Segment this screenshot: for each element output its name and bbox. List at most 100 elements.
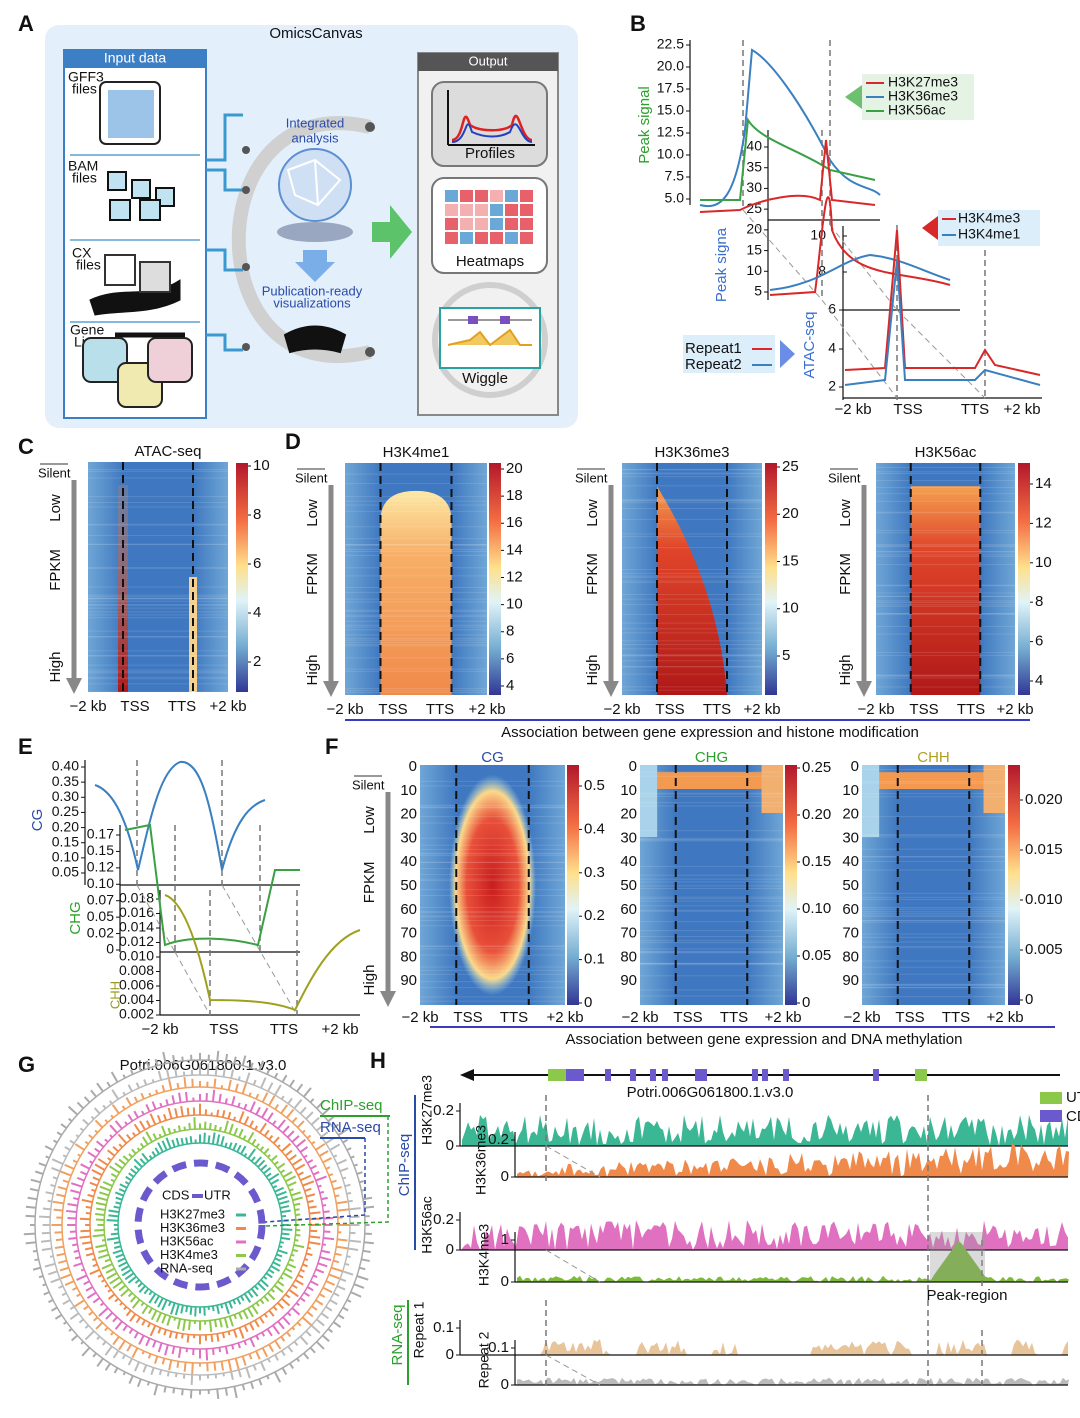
label: 0.018 [119,890,154,906]
label: 60 [842,901,859,918]
label: +2 kb [546,1009,583,1026]
label: CG [481,749,504,766]
texture [420,855,565,857]
label: 0.25 [52,803,79,819]
label: Gene [70,322,104,338]
texture [88,470,228,472]
dot [242,186,250,194]
label: 30 [400,829,417,846]
texture [876,584,1015,586]
texture [862,911,1005,913]
texture [345,691,487,693]
texture [640,896,783,898]
texture [876,466,1015,468]
cell [505,218,518,230]
texture [862,984,1005,986]
label: 0.020 [1025,791,1063,808]
texture [862,960,1005,962]
texture [622,500,762,502]
label: 0.40 [52,758,79,774]
cell [505,204,518,216]
texture [345,609,487,611]
texture [88,604,228,606]
signal [380,490,452,695]
texture [876,493,1015,495]
texture [640,898,783,900]
texture [420,895,565,897]
texture [88,567,228,569]
texture [876,686,1015,688]
texture [876,512,1015,514]
label: 0.010 [1025,891,1063,908]
texture [862,855,1005,857]
texture [88,524,228,526]
texture [640,865,783,867]
label: TSS [120,698,149,715]
texture [420,889,565,891]
headset [283,325,347,354]
texture [622,485,762,487]
label: 15 [746,241,762,257]
label: 0 [629,758,637,775]
label: +2 kb [764,1009,801,1026]
label: Association between gene expression and … [566,1031,963,1048]
texture [876,674,1015,676]
colorbar [489,463,501,695]
texture [345,626,487,628]
arrow [323,681,339,697]
texture [345,668,487,670]
texture [345,598,487,600]
label: 0.2 [584,907,605,924]
texture [420,880,565,882]
icon [104,254,136,286]
dot [365,122,375,132]
label: 14 [1035,475,1052,492]
texture [862,834,1005,836]
label: 40 [746,138,762,154]
texture [420,911,565,913]
texture [622,644,762,646]
label: 4 [1035,672,1043,689]
label: 90 [620,972,637,989]
label: 0 [501,1168,509,1185]
texture [345,624,487,626]
label: −2 kb [603,701,640,718]
label: files [72,170,97,186]
texture [345,544,487,546]
cds [695,1069,707,1081]
label: 40 [400,853,417,870]
label: 10 [842,782,859,799]
label: 0.10 [87,875,114,891]
texture [88,535,228,537]
texture [345,639,487,641]
cell [490,190,503,202]
texture [640,878,783,880]
label: 12 [506,568,523,585]
texture [420,916,565,918]
dot [365,347,375,357]
label: 60 [400,901,417,918]
dot [242,263,250,271]
texture [88,468,228,470]
cell [505,232,518,244]
colorbar [785,765,797,1005]
colorbar [1018,463,1030,695]
texture [640,840,783,842]
texture [622,622,762,624]
label: 20 [842,806,859,823]
utr [548,1069,566,1081]
texture [862,861,1005,863]
texture [622,640,762,642]
texture [420,874,565,876]
label: 1 [501,1231,509,1248]
label: 6 [1035,633,1043,650]
label: analysis [292,130,339,145]
texture [622,689,762,691]
peak-region [930,1232,985,1280]
label: 5 [782,647,790,664]
label: 0.006 [119,977,154,993]
texture [876,545,1015,547]
label: 50 [400,877,417,894]
texture [622,576,762,578]
